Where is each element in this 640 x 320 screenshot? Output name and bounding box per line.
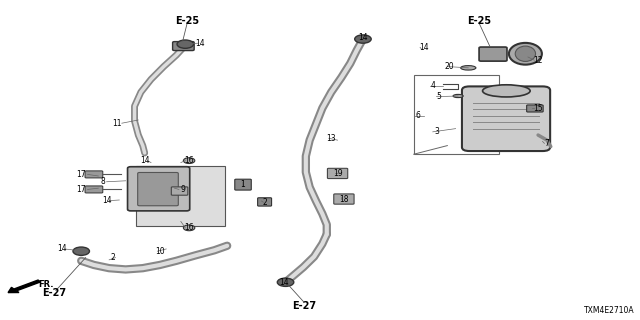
Text: 4: 4 (430, 81, 435, 90)
Text: 2: 2 (111, 253, 115, 262)
Text: 19: 19 (333, 169, 342, 178)
Text: 3: 3 (434, 127, 439, 136)
FancyBboxPatch shape (258, 198, 271, 206)
Text: 14: 14 (280, 278, 289, 287)
FancyBboxPatch shape (462, 86, 550, 151)
FancyBboxPatch shape (85, 171, 103, 178)
Text: 17: 17 (76, 170, 86, 179)
Text: 10: 10 (155, 247, 164, 256)
Text: 11: 11 (113, 119, 122, 128)
Text: 15: 15 (533, 104, 543, 113)
Text: 14: 14 (195, 39, 205, 48)
Text: 1: 1 (240, 180, 244, 189)
Text: 14: 14 (102, 196, 111, 205)
FancyBboxPatch shape (138, 172, 179, 206)
Text: 12: 12 (533, 56, 543, 65)
Text: TXM4E2710A: TXM4E2710A (584, 306, 634, 315)
Bar (413, 75, 499, 154)
Text: 14: 14 (140, 156, 150, 165)
Text: 5: 5 (436, 92, 442, 101)
Text: 8: 8 (100, 177, 105, 186)
Text: E-27: E-27 (42, 288, 66, 298)
Text: 6: 6 (415, 111, 420, 120)
FancyBboxPatch shape (328, 168, 348, 179)
FancyBboxPatch shape (334, 194, 354, 204)
Ellipse shape (515, 46, 536, 61)
Text: 13: 13 (326, 134, 336, 143)
FancyBboxPatch shape (479, 47, 507, 61)
Ellipse shape (184, 158, 195, 164)
Text: 14: 14 (358, 33, 368, 42)
Text: 16: 16 (184, 223, 194, 232)
Text: 14: 14 (58, 244, 67, 253)
Polygon shape (136, 166, 225, 226)
Circle shape (355, 35, 371, 43)
Text: 16: 16 (184, 156, 194, 165)
FancyBboxPatch shape (85, 186, 103, 193)
Text: 18: 18 (339, 195, 349, 204)
Text: 2: 2 (263, 198, 268, 207)
Circle shape (177, 40, 193, 48)
Ellipse shape (461, 66, 476, 70)
Ellipse shape (453, 94, 463, 98)
Circle shape (277, 278, 294, 286)
Text: 20: 20 (444, 62, 454, 71)
FancyBboxPatch shape (127, 167, 189, 211)
Text: E-27: E-27 (292, 300, 317, 311)
Ellipse shape (509, 43, 542, 65)
Circle shape (73, 247, 90, 255)
Text: 9: 9 (180, 185, 185, 194)
FancyBboxPatch shape (235, 179, 252, 190)
Text: 7: 7 (545, 139, 549, 148)
Text: FR.: FR. (38, 280, 53, 289)
FancyBboxPatch shape (527, 105, 543, 112)
FancyBboxPatch shape (173, 42, 194, 51)
Text: 14: 14 (419, 43, 429, 52)
Ellipse shape (184, 225, 195, 231)
Text: 17: 17 (76, 185, 86, 194)
Text: E-25: E-25 (175, 16, 199, 26)
FancyBboxPatch shape (172, 187, 188, 195)
FancyArrow shape (8, 280, 41, 292)
Text: E-25: E-25 (467, 16, 491, 26)
Ellipse shape (483, 85, 530, 97)
